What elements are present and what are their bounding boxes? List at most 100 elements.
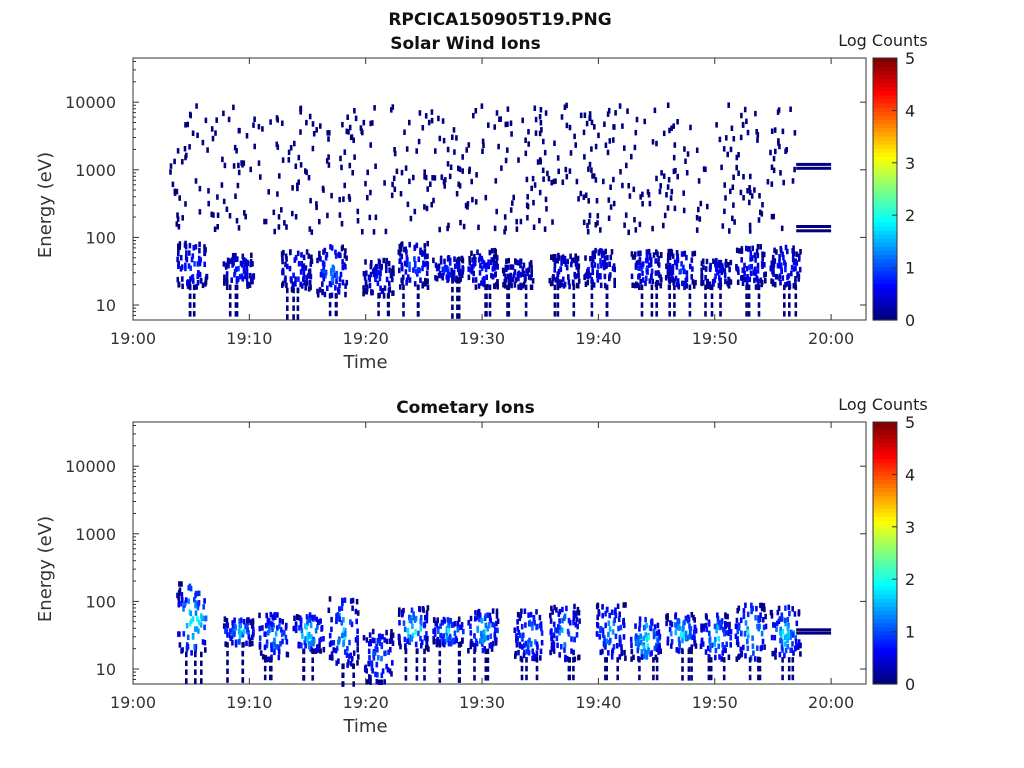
heatmap-cell [272,613,276,619]
heatmap-cell [479,638,482,644]
heatmap-cell [237,265,240,272]
heatmap-cell [524,150,528,157]
heatmap-cell [368,674,371,680]
heatmap-cell [777,605,781,612]
heatmap-cell [432,635,435,642]
heatmap-cell [639,278,642,285]
heatmap-cell [674,612,678,618]
heatmap-cell [192,311,196,317]
heatmap-cell [622,634,626,640]
heatmap-cell [770,634,774,641]
heatmap-cell [604,142,608,148]
heatmap-cell [184,262,187,269]
heatmap-cell [318,638,321,644]
heatmap-cell [206,147,209,153]
heatmap-cell [473,657,476,663]
heatmap-cell [702,264,705,271]
heatmap-cell [511,200,514,206]
heatmap-cell [597,611,601,617]
heatmap-cell [553,293,557,299]
heatmap-cell [291,283,295,289]
heatmap-cell [541,167,545,174]
heatmap-cell [757,302,761,308]
heatmap-cell [403,260,407,267]
heatmap-cell [717,636,721,642]
heatmap-cell [668,302,671,308]
heatmap-cell [293,140,296,147]
heatmap-cell [643,648,647,655]
heatmap-cell [234,284,238,291]
heatmap-cell [572,311,576,317]
heatmap-cell [363,275,367,281]
heatmap-cell [419,618,422,624]
heatmap-cell [253,143,256,150]
heatmap-cell [666,264,670,270]
heatmap-cell [559,266,562,272]
heatmap-cell [488,302,492,308]
heatmap-cell [597,250,601,256]
y-tick-label: 100 [85,228,116,247]
heatmap-cell [555,607,558,613]
heatmap-cell [276,144,280,150]
colorbar-tick-label: 5 [905,413,915,432]
heatmap-cell [745,293,748,299]
heatmap-cell [504,157,508,164]
heatmap-cell [792,245,795,251]
heatmap-cell [740,630,743,637]
heatmap-cell [532,199,535,206]
heatmap-cell [401,611,404,618]
heatmap-cell [341,259,344,265]
heatmap-cell [373,105,376,111]
heatmap-cell [757,293,761,299]
heatmap-cell [332,640,336,646]
colorbar-step [873,479,897,484]
heatmap-cell [497,143,500,150]
heatmap-cell [380,655,383,662]
heatmap-cell [558,608,562,615]
colorbar-step [873,548,897,554]
colorbar-step [873,103,897,108]
heatmap-cell [699,200,703,207]
heatmap-cell [418,267,421,274]
heatmap-cell [550,646,554,652]
heatmap-cell [797,611,801,617]
heatmap-cell [603,273,607,280]
heatmap-cell [188,250,191,256]
heatmap-cell [477,610,480,616]
heatmap-cell [249,259,253,265]
heatmap-cell [736,628,739,635]
heatmap-cell [487,263,490,270]
heatmap-cell [286,314,289,320]
heatmap-cell [665,263,668,269]
heatmap-cell [270,665,273,672]
heatmap-cell [605,674,608,681]
heatmap-cell [783,641,787,647]
heatmap-cell [603,250,606,256]
heatmap-cell [496,627,499,634]
heatmap-cell [680,631,683,638]
heatmap-cell [309,646,312,652]
heatmap-cell [621,182,624,189]
heatmap-cell [667,265,671,272]
heatmap-cell [672,154,676,161]
heatmap-cell [327,162,331,168]
heatmap-cell [372,229,376,235]
heatmap-cell [196,280,200,286]
heatmap-cell [530,185,533,192]
heatmap-cell [436,264,439,271]
heatmap-cell [610,609,614,615]
heatmap-cell [527,129,530,135]
heatmap-cell [368,282,372,289]
heatmap-cell [757,625,761,632]
heatmap-cell [650,650,653,656]
heatmap-cell [448,260,452,266]
heatmap-cell [456,295,459,302]
heatmap-cell [457,181,460,187]
heatmap-cell [300,260,304,267]
heatmap-cell [771,269,774,275]
heatmap-cell [438,659,442,666]
heatmap-cell [478,616,481,623]
heatmap-cell [319,272,323,278]
heatmap-cell [691,634,694,641]
heatmap-cell [691,251,694,257]
